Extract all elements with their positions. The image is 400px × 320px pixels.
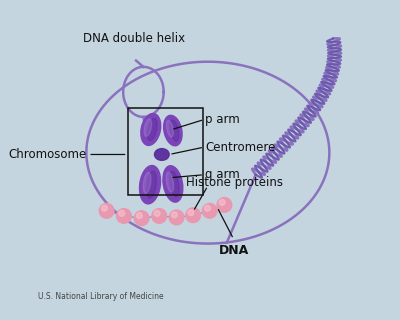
Ellipse shape: [170, 120, 179, 141]
Circle shape: [188, 210, 194, 216]
Ellipse shape: [166, 120, 174, 137]
Text: Chromosome: Chromosome: [9, 148, 87, 161]
Circle shape: [99, 204, 114, 218]
Circle shape: [217, 197, 232, 212]
Circle shape: [134, 211, 149, 226]
Text: p arm: p arm: [205, 113, 240, 126]
Text: Histone proteins: Histone proteins: [186, 176, 283, 188]
Bar: [128, 108, 203, 195]
Circle shape: [169, 210, 184, 225]
Circle shape: [119, 211, 125, 216]
Ellipse shape: [140, 165, 161, 204]
Ellipse shape: [144, 119, 152, 136]
Text: q arm: q arm: [205, 168, 240, 181]
Ellipse shape: [141, 114, 161, 145]
Ellipse shape: [170, 171, 179, 197]
Circle shape: [172, 212, 177, 218]
Circle shape: [116, 209, 131, 223]
Circle shape: [102, 205, 107, 211]
Ellipse shape: [164, 115, 182, 146]
Ellipse shape: [163, 166, 183, 202]
Ellipse shape: [146, 171, 156, 198]
Text: DNA: DNA: [218, 244, 249, 257]
Ellipse shape: [154, 148, 169, 160]
Circle shape: [204, 205, 210, 211]
Circle shape: [202, 204, 217, 218]
Ellipse shape: [148, 118, 157, 140]
Ellipse shape: [143, 172, 151, 193]
Text: Centromere: Centromere: [205, 140, 275, 154]
Text: U.S. National Library of Medicine: U.S. National Library of Medicine: [38, 292, 164, 301]
Circle shape: [186, 208, 200, 223]
Circle shape: [136, 213, 142, 219]
Circle shape: [154, 211, 160, 216]
Ellipse shape: [166, 172, 174, 192]
Circle shape: [152, 209, 167, 223]
Text: DNA double helix: DNA double helix: [83, 32, 185, 45]
Circle shape: [219, 199, 225, 205]
